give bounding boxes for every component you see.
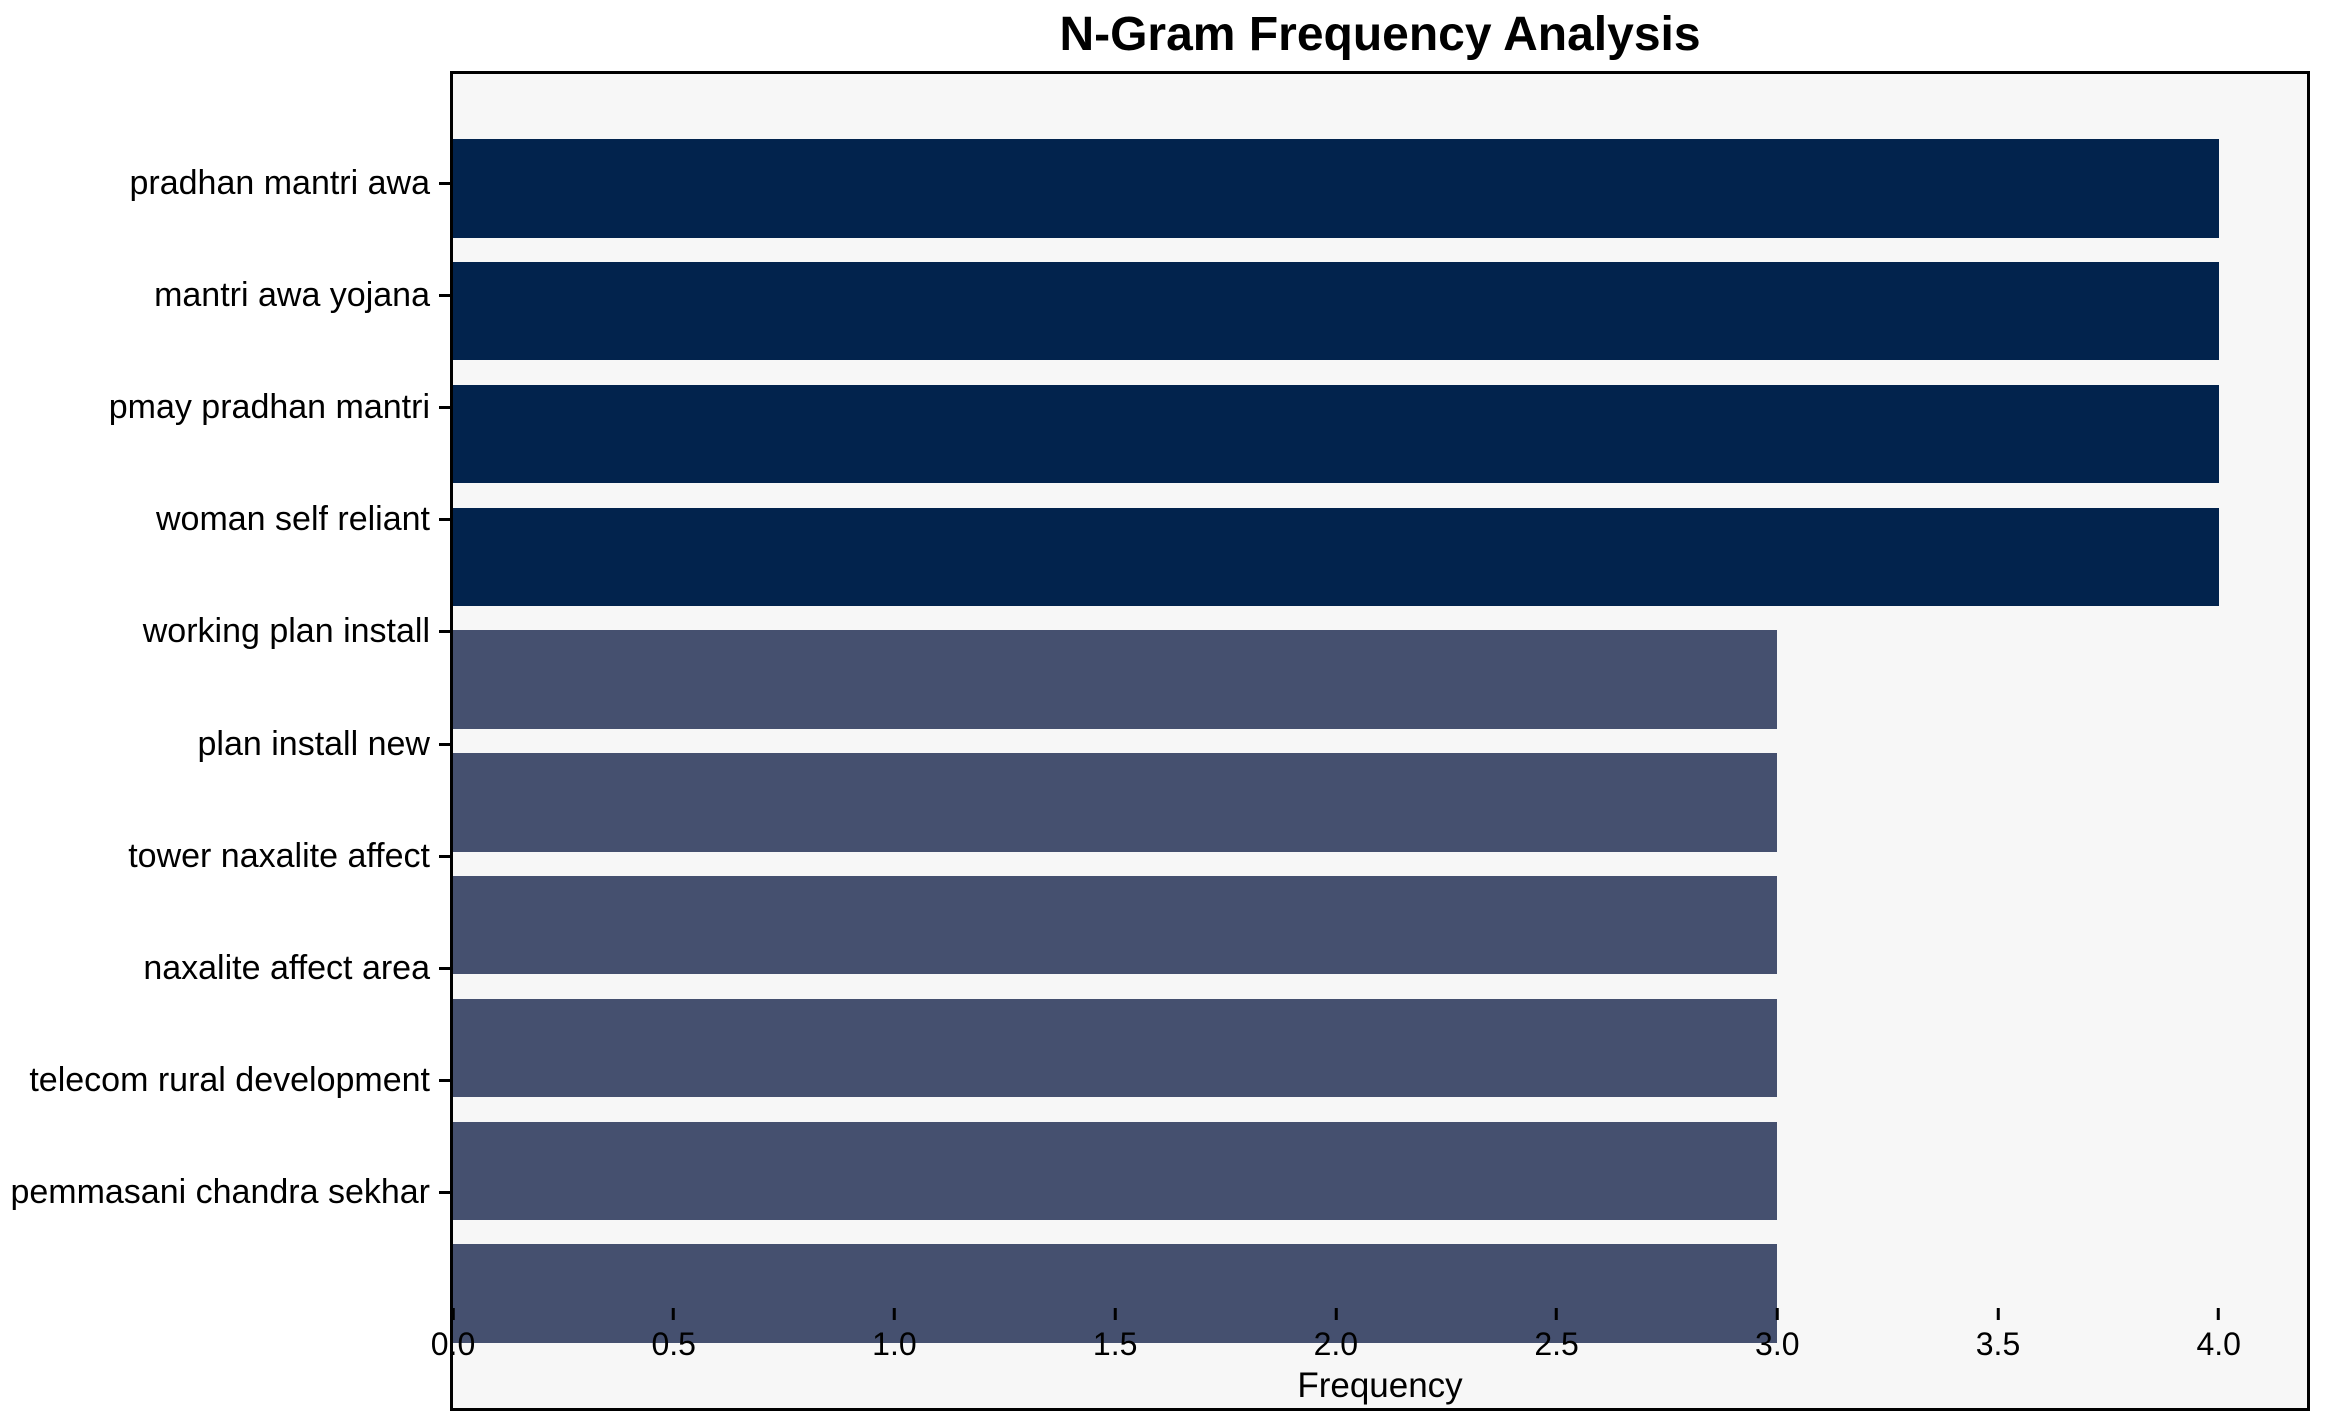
bar (453, 998, 1778, 1098)
x-tick-mark (1555, 1308, 1559, 1320)
x-tick-mark (1775, 1308, 1779, 1320)
y-tick-mark (439, 1079, 450, 1083)
x-tick: 2.5 (1534, 1308, 1579, 1363)
bar-band (453, 618, 2307, 741)
y-axis-label: working plan install (142, 612, 430, 651)
x-tick-mark (1113, 1308, 1117, 1320)
y-axis-row: pradhan mantri awa (0, 127, 450, 239)
y-tick-mark (439, 630, 450, 634)
x-tick-label: 3.0 (1755, 1326, 1800, 1362)
x-tick: 1.0 (872, 1308, 917, 1363)
y-axis-row: naxalite affect area (0, 912, 450, 1024)
bar (453, 139, 2219, 238)
bar (453, 630, 1778, 729)
y-tick-mark (439, 742, 450, 746)
chart-title: N-Gram Frequency Analysis (1059, 8, 1701, 61)
x-tick: 3.5 (1976, 1308, 2020, 1363)
y-axis-label: telecom rural development (29, 1061, 430, 1100)
x-tick-label: 1.0 (872, 1326, 917, 1362)
x-tick-label: 0.5 (651, 1326, 696, 1362)
y-axis-row: telecom rural development (0, 1025, 450, 1137)
x-tick-mark (451, 1308, 455, 1320)
bar-band (453, 495, 2307, 618)
x-axis-title: Frequency (1297, 1366, 1463, 1405)
bar-band (453, 373, 2307, 496)
x-tick-label: 1.5 (1092, 1326, 1138, 1362)
y-tick-mark (439, 293, 450, 297)
y-axis-row: pmay pradhan mantri (0, 351, 450, 463)
x-tick-mark (1996, 1308, 2000, 1320)
bar (453, 1244, 1778, 1343)
x-axis: 0.0 0.5 1.0 1.5 2.0 2.5 3.0 3.5 (431, 1308, 2307, 1378)
plot-area (450, 71, 2310, 1411)
x-tick: 4.0 (2196, 1308, 2241, 1363)
x-tick-label: 2.0 (1313, 1326, 1359, 1362)
x-tick: 1.5 (1093, 1308, 1137, 1363)
y-axis-row: working plan install (0, 576, 450, 688)
y-tick-mark (439, 1191, 450, 1195)
x-tick-mark (1334, 1308, 1338, 1320)
x-tick-mark (892, 1308, 896, 1320)
y-axis-row: woman self reliant (0, 464, 450, 576)
x-tick-label: 3.5 (1975, 1326, 2021, 1362)
y-axis-label: plan install new (197, 724, 430, 763)
bar (453, 507, 2219, 606)
y-axis-label: pmay pradhan mantri (108, 388, 430, 426)
y-axis-label: tower naxalite affect (128, 836, 430, 875)
y-axis: pradhan mantri awa mantri awa yojana pma… (0, 74, 450, 1302)
x-tick-mark (2217, 1308, 2221, 1320)
y-axis-label: mantri awa yojana (154, 275, 430, 314)
bar-band (453, 1232, 2307, 1355)
y-axis-row: plan install new (0, 688, 450, 800)
bar (453, 1121, 1778, 1220)
y-axis-label: pradhan mantri awa (129, 163, 430, 202)
bar-band (453, 1109, 2307, 1232)
bar (453, 753, 1778, 852)
bar-band (453, 250, 2307, 373)
y-axis-label: woman self reliant (155, 500, 430, 539)
x-tick-mark (672, 1308, 676, 1320)
x-tick-label: 4.0 (2196, 1326, 2241, 1362)
y-axis-row: pemmasani chandra sekhar (0, 1137, 450, 1249)
x-tick: 0.5 (651, 1308, 696, 1363)
y-tick-mark (439, 967, 450, 971)
x-tick: 3.0 (1755, 1308, 1800, 1363)
y-tick-mark (439, 406, 450, 409)
y-axis-row: tower naxalite affect (0, 800, 450, 912)
y-tick-mark (439, 181, 450, 185)
y-axis-label: naxalite affect area (143, 949, 430, 988)
bar (453, 876, 1778, 975)
y-axis-label: pemmasani chandra sekhar (10, 1173, 430, 1212)
x-tick-label: 2.5 (1534, 1326, 1579, 1362)
bar (453, 262, 2219, 361)
bar (453, 384, 2219, 484)
x-tick: 0.0 (431, 1308, 475, 1363)
bar-band (453, 864, 2307, 987)
bar-band (453, 741, 2307, 864)
x-tick: 2.0 (1314, 1308, 1358, 1363)
bar-band (453, 127, 2307, 250)
x-tick-label: 0.0 (430, 1326, 476, 1362)
y-tick-mark (439, 518, 450, 522)
bar-band (453, 987, 2307, 1110)
y-axis-row: mantri awa yojana (0, 239, 450, 351)
y-tick-mark (439, 854, 450, 858)
